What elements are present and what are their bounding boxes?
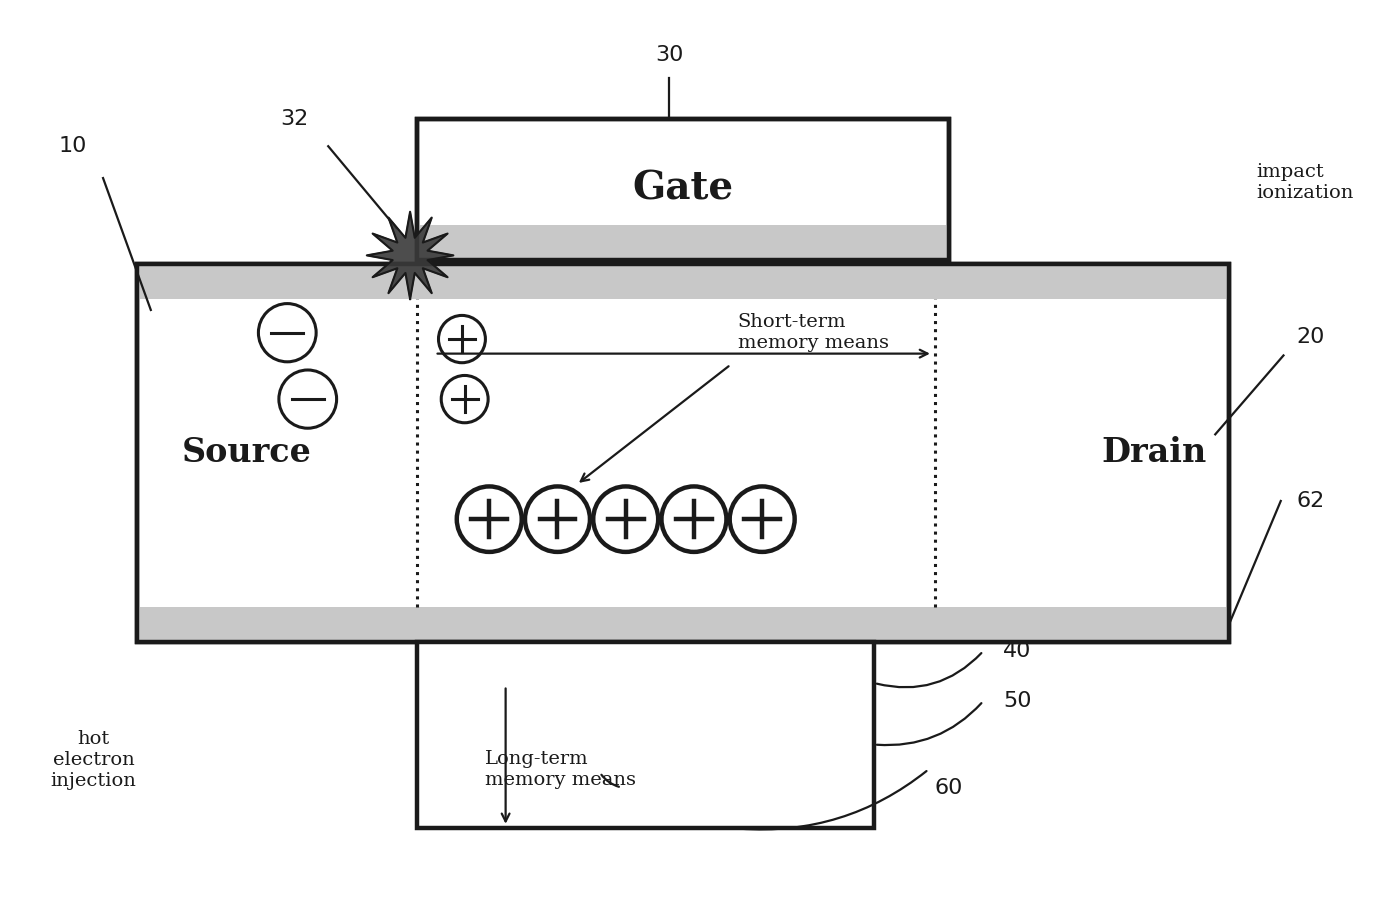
Text: Drain: Drain xyxy=(1101,436,1207,469)
Text: 40: 40 xyxy=(1003,641,1032,661)
Bar xyxy=(418,119,949,260)
Bar xyxy=(138,264,1229,642)
Text: 60: 60 xyxy=(934,777,963,797)
Bar xyxy=(138,264,1229,642)
Bar xyxy=(418,119,949,260)
Text: Long-term
memory means: Long-term memory means xyxy=(485,750,637,789)
Text: hot
electron
injection: hot electron injection xyxy=(51,731,136,790)
Text: 62: 62 xyxy=(1297,491,1324,511)
Text: impact
ionization: impact ionization xyxy=(1257,163,1353,202)
Bar xyxy=(418,225,949,260)
Bar xyxy=(418,642,874,828)
Text: Gate: Gate xyxy=(633,170,733,208)
Text: 20: 20 xyxy=(1297,327,1326,347)
Text: 30: 30 xyxy=(655,46,683,66)
Bar xyxy=(138,264,1229,299)
Text: Source: Source xyxy=(182,436,311,469)
Text: 10: 10 xyxy=(59,137,87,156)
Bar xyxy=(138,608,1229,642)
Polygon shape xyxy=(367,211,453,299)
Text: Short-term
memory means: Short-term memory means xyxy=(737,313,889,353)
Text: 50: 50 xyxy=(1003,691,1032,711)
Text: 32: 32 xyxy=(280,109,309,129)
